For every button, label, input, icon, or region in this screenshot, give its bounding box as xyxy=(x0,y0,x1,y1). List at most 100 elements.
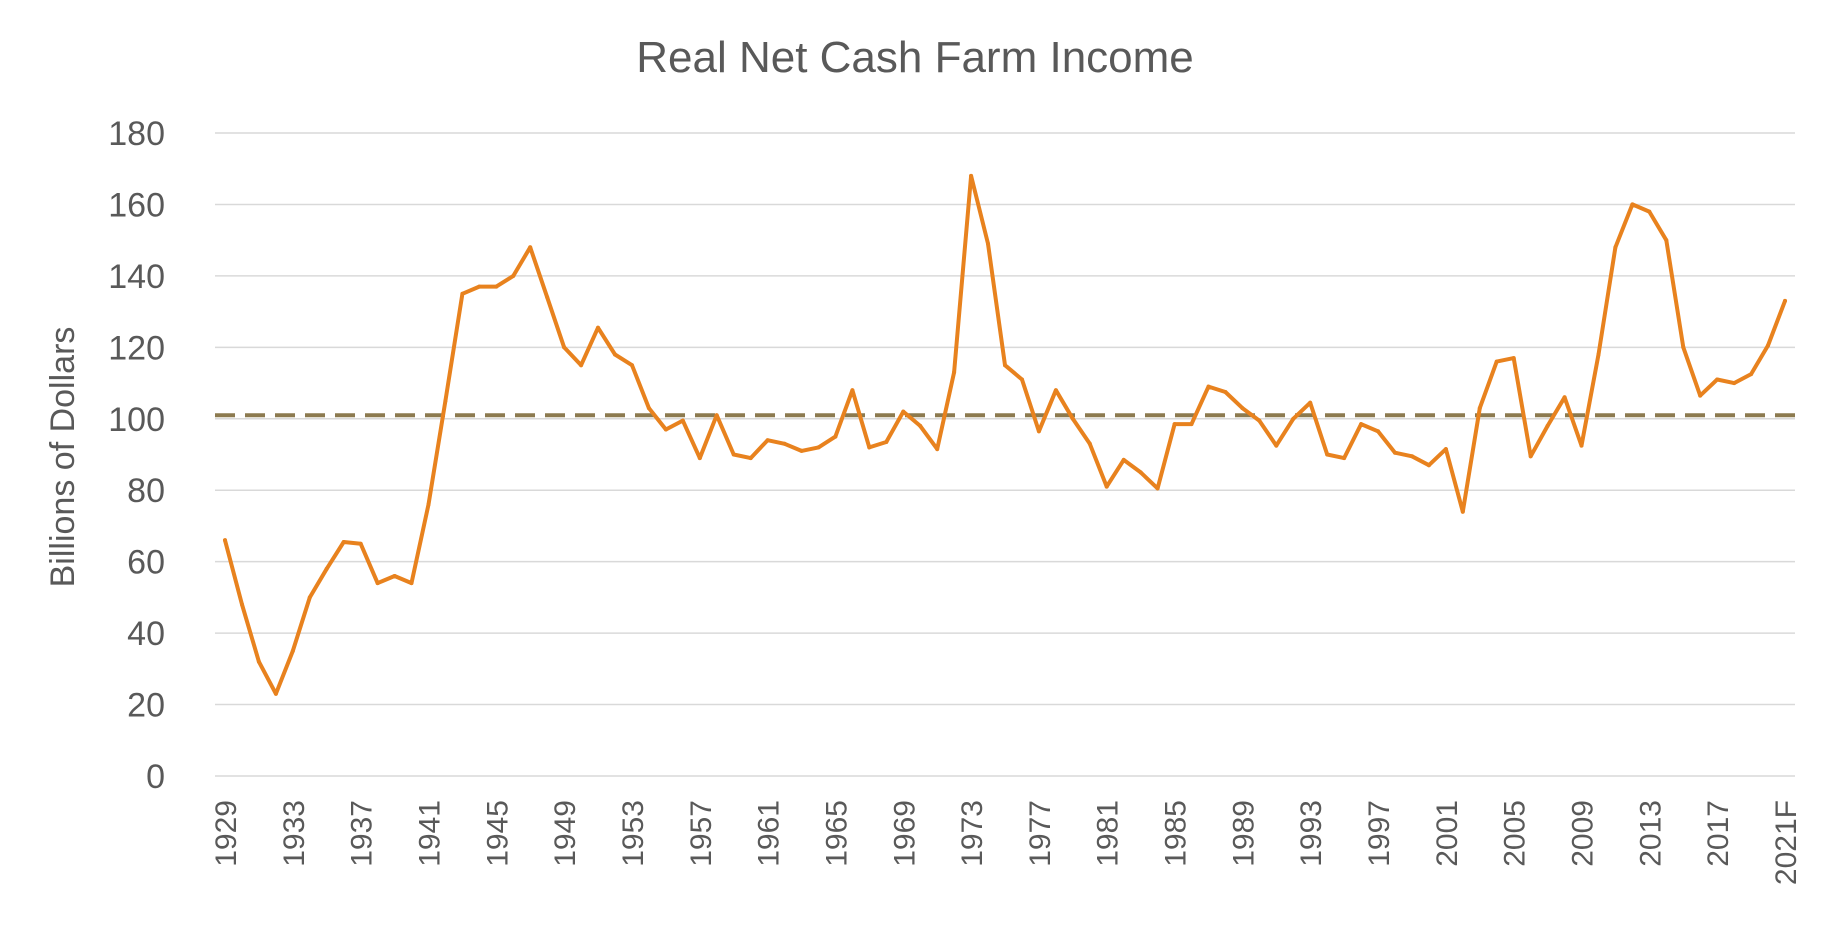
data-point xyxy=(426,502,431,507)
y-tick-label: 20 xyxy=(127,687,165,725)
x-tick-label: 1973 xyxy=(956,800,989,867)
y-tick-label: 60 xyxy=(127,544,165,582)
y-tick-label: 120 xyxy=(108,329,165,367)
data-point xyxy=(460,291,465,296)
data-point xyxy=(1155,486,1160,491)
x-tick-label: 1985 xyxy=(1160,800,1193,867)
data-point xyxy=(1410,454,1414,459)
data-point xyxy=(443,398,448,403)
data-point xyxy=(1613,245,1618,250)
y-tick-label: 140 xyxy=(108,258,165,296)
data-point xyxy=(307,595,312,600)
data-point xyxy=(1766,343,1770,348)
data-point xyxy=(1749,372,1754,377)
y-tick-label: 180 xyxy=(108,115,165,153)
data-point xyxy=(952,370,957,375)
data-point xyxy=(1240,406,1245,411)
data-point xyxy=(1308,400,1313,405)
x-tick-label: 1929 xyxy=(210,800,243,867)
data-point xyxy=(782,441,787,446)
data-point xyxy=(1732,381,1737,386)
data-point xyxy=(1562,395,1567,400)
data-point xyxy=(1138,470,1143,475)
data-point xyxy=(1477,406,1482,411)
data-point xyxy=(1698,393,1703,398)
data-point xyxy=(1121,457,1126,462)
data-point xyxy=(1274,443,1279,448)
data-point xyxy=(680,418,685,423)
data-point xyxy=(545,295,550,300)
data-point xyxy=(223,538,227,543)
data-point xyxy=(850,388,855,393)
data-point xyxy=(1664,238,1669,243)
data-point xyxy=(375,581,380,586)
x-tick-label: 2009 xyxy=(1567,800,1600,867)
x-tick-label: 1937 xyxy=(346,800,379,867)
x-tick-label: 2013 xyxy=(1634,800,1667,867)
plot-series xyxy=(223,173,1787,696)
data-point xyxy=(867,445,872,450)
data-point xyxy=(1511,356,1516,361)
data-point xyxy=(1172,422,1177,427)
data-point xyxy=(1189,422,1194,427)
data-point xyxy=(630,363,634,368)
data-point xyxy=(901,409,906,414)
data-point xyxy=(1036,429,1041,434)
data-point xyxy=(1223,390,1228,394)
y-tick-label: 0 xyxy=(146,758,165,796)
data-point xyxy=(596,325,600,330)
data-point xyxy=(1528,454,1533,459)
data-point xyxy=(392,574,397,578)
y-tick-label: 40 xyxy=(127,615,165,653)
data-point xyxy=(986,241,990,246)
data-point xyxy=(1257,418,1262,423)
data-point xyxy=(409,581,414,586)
data-point xyxy=(765,438,770,443)
data-point xyxy=(1443,447,1448,452)
data-point xyxy=(240,602,244,607)
data-point xyxy=(1020,377,1024,382)
data-point xyxy=(646,406,651,411)
data-point xyxy=(748,456,753,461)
data-point xyxy=(1681,345,1686,350)
data-point xyxy=(1325,452,1330,457)
data-point xyxy=(613,352,617,357)
data-point xyxy=(1291,416,1296,421)
y-tick-labels: 0 20 40 60 80 100 120 140 160 180 xyxy=(108,115,165,796)
data-point xyxy=(714,413,719,418)
data-point xyxy=(358,541,363,546)
data-point xyxy=(1376,429,1380,434)
data-point xyxy=(1579,443,1584,448)
data-point xyxy=(816,445,821,450)
x-tick-label: 1945 xyxy=(481,800,514,867)
x-tick-labels: 1929 1933 1937 1941 1945 1949 1953 1957 1961 1965… xyxy=(210,800,1803,885)
x-tick-label: 1957 xyxy=(685,800,718,867)
y-tick-label: 80 xyxy=(127,472,165,510)
data-point xyxy=(884,440,889,444)
y-tick-label: 100 xyxy=(108,401,165,439)
data-point xyxy=(969,173,974,178)
data-point xyxy=(1087,441,1092,446)
data-point xyxy=(833,434,838,439)
data-point xyxy=(477,284,482,289)
data-point xyxy=(1053,388,1058,393)
data-point xyxy=(1460,509,1465,514)
data-point xyxy=(918,423,923,428)
data-point xyxy=(273,691,278,696)
data-point xyxy=(1003,363,1007,368)
x-tick-label: 1969 xyxy=(888,800,921,867)
data-point xyxy=(511,273,516,278)
data-point xyxy=(1426,463,1431,468)
x-tick-label: 1981 xyxy=(1092,800,1125,867)
data-point xyxy=(528,245,533,250)
data-point xyxy=(341,540,346,544)
data-point xyxy=(324,566,329,571)
y-tick-label: 160 xyxy=(108,186,165,224)
data-point xyxy=(579,363,584,368)
data-point xyxy=(1715,377,1720,382)
data-point xyxy=(1494,359,1499,364)
data-point xyxy=(562,345,567,350)
data-point xyxy=(1783,298,1787,303)
data-point xyxy=(1342,456,1347,461)
